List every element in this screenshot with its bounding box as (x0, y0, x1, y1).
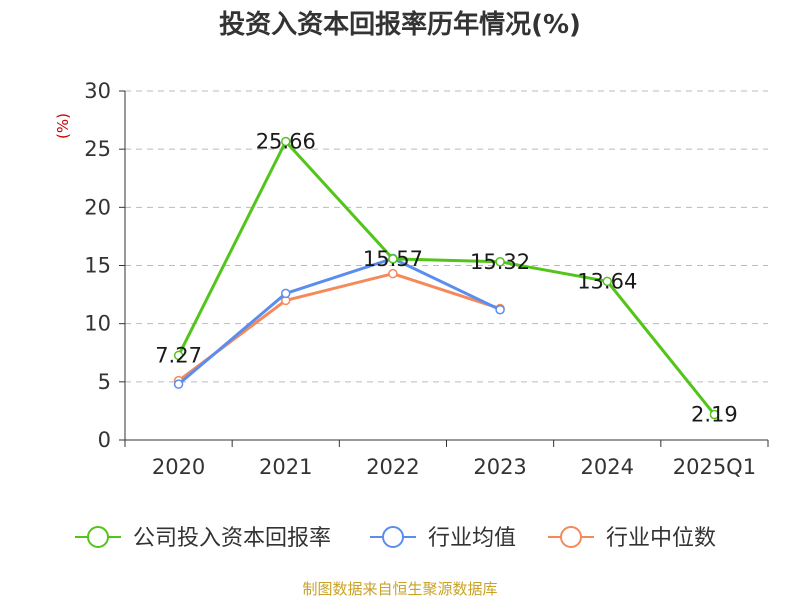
series-line (177, 257, 501, 386)
y-tick-label: 25 (84, 137, 111, 161)
series-line (177, 139, 716, 416)
chart-title: 投资入资本回报率历年情况(%) (219, 10, 581, 40)
legend-label: 公司投入资本回报率 (133, 526, 331, 551)
data-point (281, 136, 291, 147)
legend-item[interactable]: 行业均值 (370, 526, 516, 551)
y-tick-label: 5 (98, 370, 111, 394)
data-label: 13.64 (577, 269, 637, 293)
data-point (495, 304, 505, 315)
source-note: 制图数据来自恒生聚源数据库 (302, 580, 498, 598)
data-point (709, 409, 720, 420)
y-tick-label: 20 (84, 195, 111, 219)
legend[interactable]: 公司投入资本回报率 行业均值 行业中位数 (75, 526, 716, 551)
data-point (281, 288, 291, 299)
y-tick-label: 10 (84, 312, 111, 336)
legend-marker (87, 526, 109, 548)
y-tick-label: 15 (84, 254, 111, 278)
data-label: 2.19 (691, 403, 738, 427)
data-point (602, 276, 612, 287)
y-tick-label: 0 (98, 428, 111, 452)
data-point (173, 379, 184, 389)
series-line (177, 272, 501, 382)
y-axis-label: (%) (54, 113, 72, 139)
legend-marker (382, 526, 404, 548)
legend-label: 行业中位数 (606, 526, 716, 551)
legend-item[interactable]: 行业中位数 (548, 526, 716, 551)
x-tick-label: 2020 (152, 455, 205, 479)
data-point (495, 257, 505, 267)
x-tick-label: 2025Q1 (673, 455, 756, 479)
x-tick-label: 2021 (259, 455, 312, 479)
data-point (388, 254, 398, 264)
legend-marker (560, 526, 582, 548)
y-tick-label: 30 (84, 79, 111, 103)
data-label: 7.27 (155, 343, 202, 367)
legend-label: 行业均值 (428, 526, 516, 551)
x-tick-label: 2022 (366, 455, 419, 479)
x-tick-label: 2024 (581, 455, 634, 479)
x-tick-label: 2023 (473, 455, 526, 479)
data-labels: 7.27 25.66 15.57 15.32 13.64 2.19 (155, 129, 738, 426)
series-lines (173, 136, 720, 420)
legend-item[interactable]: 公司投入资本回报率 (75, 526, 331, 551)
data-label: 15.32 (470, 250, 530, 274)
data-label: 25.66 (256, 129, 316, 153)
axes: 0 5 10 15 20 25 30 2020 2021 2022 2023 2024 2025Q1 (%… (54, 79, 769, 479)
data-point (388, 268, 398, 279)
gridlines (125, 90, 768, 383)
data-label: 15.57 (363, 247, 423, 271)
data-point (173, 350, 184, 361)
